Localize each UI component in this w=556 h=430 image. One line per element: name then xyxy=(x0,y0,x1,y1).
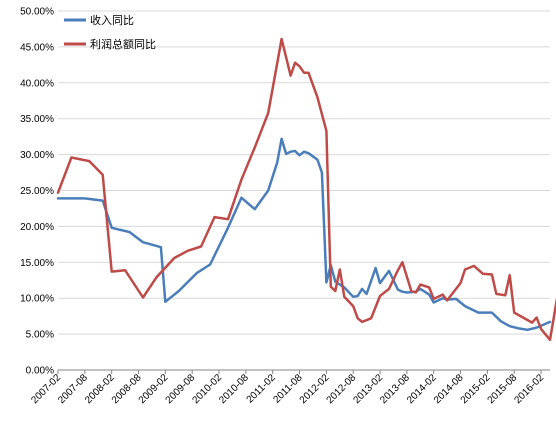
series-line-1 xyxy=(56,137,552,332)
gridlines xyxy=(58,10,550,335)
y-tick-label: 35.00% xyxy=(20,114,54,125)
y-tick-label: 20.00% xyxy=(20,222,54,233)
y-tick-label: 30.00% xyxy=(20,150,54,161)
series-lines xyxy=(56,37,556,342)
y-tick-label: 25.00% xyxy=(20,186,54,197)
y-tick-label: 45.00% xyxy=(20,42,54,53)
y-tick-label: 5.00% xyxy=(26,330,54,341)
y-axis-ticks: 0.00% 5.00% 10.00% 15.00% 20.00% 25.00% 30.00%… xyxy=(20,7,54,377)
y-tick-label: 40.00% xyxy=(20,78,54,89)
x-tick-label: 2016-02 xyxy=(512,372,546,406)
y-tick-label: 15.00% xyxy=(20,258,54,269)
y-tick-label: 10.00% xyxy=(20,294,54,305)
y-tick-label: 50.00% xyxy=(20,7,54,18)
series-line-2 xyxy=(56,37,556,342)
y-tick-label: 0.00% xyxy=(26,366,54,377)
legend-label: 利润总额同比 xyxy=(90,37,156,51)
x-tick-label: 2010-08 xyxy=(217,372,251,406)
x-axis: 2007-022007-082008-022008-082009-022009-… xyxy=(29,369,550,406)
legend-label: 收入同比 xyxy=(90,13,134,27)
